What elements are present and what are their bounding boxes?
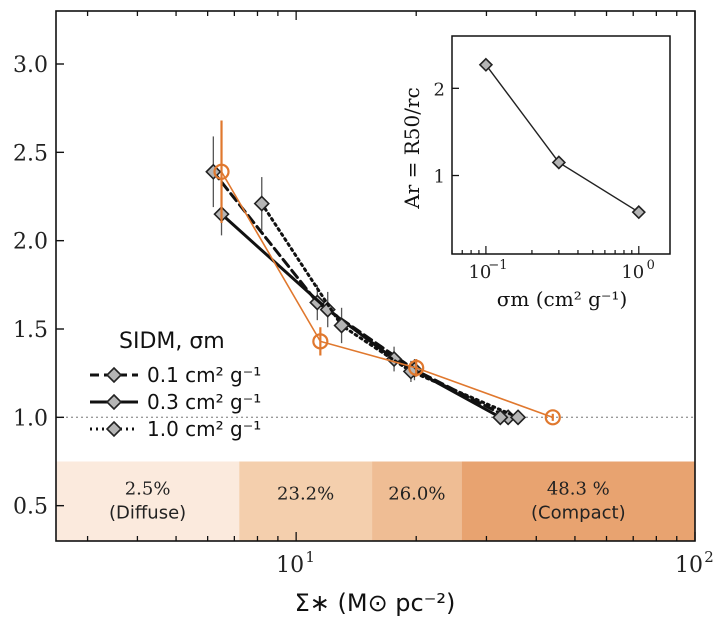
legend-entry-label: 0.3 cm² g⁻¹ [147, 390, 261, 414]
model-point [253, 195, 270, 212]
band-4-percentage: 48.3 % [547, 479, 610, 500]
observed-point [213, 163, 230, 180]
legend-entry-label: 0.1 cm² g⁻¹ [147, 363, 261, 387]
population-bands: 2.5% (Diffuse) 23.2% 26.0% 48.3 % (Compact) [56, 461, 695, 541]
model-point [319, 301, 336, 318]
inset-x-tick-label: 10 [621, 262, 644, 283]
inset-x-axis-title: σm (cm² g⁻¹) [497, 287, 628, 311]
main-x-axis-title: Σ∗ (M⊙ pc⁻²) [295, 589, 456, 617]
inset-x-tick-label: 10 [468, 262, 491, 283]
band-2-percentage: 23.2% [277, 484, 334, 505]
observed-point [312, 333, 329, 350]
y-tick-label: 2.0 [13, 230, 48, 255]
series-line [220, 170, 554, 419]
band-1-percentage: 2.5% [125, 479, 171, 500]
legend-marker [105, 420, 123, 438]
model-point [333, 317, 350, 334]
y-tick-label: 1.5 [13, 318, 48, 343]
y-tick-label: 1.0 [13, 406, 48, 431]
band-2 [239, 461, 373, 541]
main-plot-frame [55, 10, 696, 542]
inset-x-tick-exponent: −1 [488, 258, 507, 273]
main-x-ticks: 10 1 10 2 [86, 11, 714, 578]
legend: SIDM, σm 0.1 cm² g⁻¹ 0.3 cm² g⁻¹ 1.0 cm² g⁻… [90, 329, 261, 441]
legend-title: SIDM, σm [119, 329, 225, 354]
inset-plot-frame [451, 35, 671, 255]
legend-marker [105, 366, 123, 384]
series-line [260, 202, 520, 419]
band-1-label: (Diffuse) [109, 503, 186, 524]
inset-point [478, 57, 494, 72]
main-y-ticks: 0.5 1.0 1.5 2.0 2.5 3.0 [13, 53, 64, 520]
observed-point [544, 409, 561, 426]
inset-y-tick-label: 1 [434, 167, 445, 188]
band-4-label: (Compact) [531, 503, 626, 524]
y-tick-label: 0.5 [13, 495, 48, 520]
model-point [205, 163, 222, 180]
inset-x-tick-exponent: 0 [647, 258, 655, 273]
legend-entry-label: 1.0 cm² g⁻¹ [147, 417, 261, 441]
observed-point [408, 359, 425, 376]
inset-y-tick-label: 2 [434, 79, 445, 100]
band-3-percentage: 26.0% [388, 484, 445, 505]
model-point [509, 409, 527, 426]
band-3 [372, 461, 462, 541]
x-tick-exponent: 2 [704, 548, 714, 566]
y-tick-label: 3.0 [13, 53, 48, 78]
x-tick-label: 10 [276, 553, 304, 578]
x-tick-label: 10 [675, 553, 703, 578]
band-4 [461, 461, 695, 541]
y-tick-label: 2.5 [13, 141, 48, 166]
inset-y-axis-title: Ar = R50/rc [400, 87, 424, 209]
legend-marker [105, 393, 123, 411]
inset-point [631, 205, 646, 220]
main-series-group [205, 120, 561, 426]
band-1 [56, 461, 240, 541]
inset-point [551, 155, 566, 170]
model-point [492, 409, 509, 426]
series-0 [213, 120, 561, 426]
x-tick-exponent: 1 [305, 548, 315, 566]
inset-series-group [478, 57, 646, 220]
